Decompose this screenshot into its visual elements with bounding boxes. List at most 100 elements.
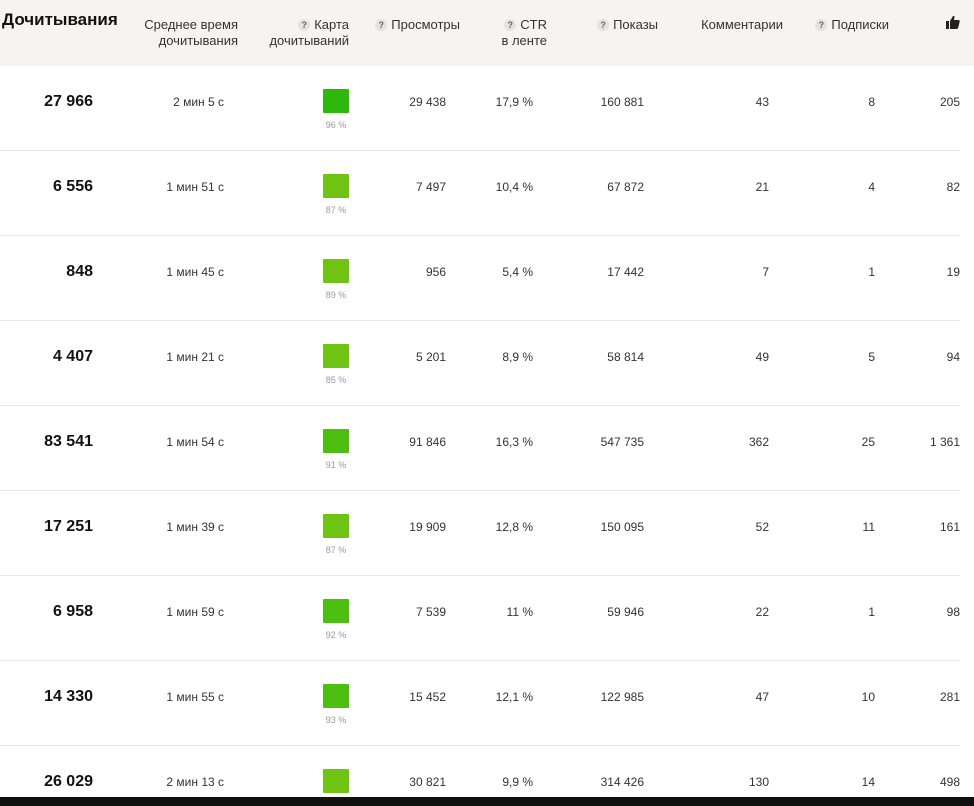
column-subscriptions[interactable]: ? Подписки bbox=[815, 17, 889, 33]
help-icon[interactable]: ? bbox=[298, 19, 311, 31]
ctr-value: 9,9 % bbox=[502, 775, 533, 789]
subscriptions-value: 1 bbox=[868, 605, 875, 619]
reads-value: 83 541 bbox=[44, 433, 93, 450]
reading-map-percent: 93 % bbox=[325, 715, 347, 725]
reading-map-square[interactable] bbox=[323, 259, 349, 283]
reading-map-square[interactable] bbox=[323, 599, 349, 623]
views-value: 29 438 bbox=[409, 95, 446, 109]
reading-map-percent: 92 % bbox=[325, 630, 347, 640]
table-row[interactable]: 848 1 мин 45 с 89 % 956 5,4 % 17 442 7 1… bbox=[0, 236, 960, 321]
reading-map-percent: 89 % bbox=[325, 290, 347, 300]
column-avg-time[interactable]: Среднее время дочитывания bbox=[144, 17, 238, 49]
ctr-value: 5,4 % bbox=[502, 265, 533, 279]
column-avg-time-line2: дочитывания bbox=[158, 33, 238, 48]
subscriptions-value: 8 bbox=[868, 95, 875, 109]
avg-time-value: 2 мин 5 с bbox=[173, 95, 224, 109]
comments-value: 21 bbox=[755, 180, 769, 194]
subscriptions-value: 11 bbox=[862, 520, 875, 534]
ctr-value: 17,9 % bbox=[495, 95, 533, 109]
help-icon[interactable]: ? bbox=[597, 19, 610, 31]
comments-value: 43 bbox=[755, 95, 769, 109]
reading-map-percent: 85 % bbox=[325, 375, 347, 385]
avg-time-value: 1 мин 39 с bbox=[166, 520, 224, 534]
impressions-value: 59 946 bbox=[607, 605, 644, 619]
reads-value: 4 407 bbox=[52, 348, 93, 365]
views-value: 7 497 bbox=[415, 180, 446, 194]
views-value: 91 846 bbox=[409, 435, 446, 449]
help-icon[interactable]: ? bbox=[504, 19, 517, 31]
likes-value: 205 bbox=[939, 95, 960, 109]
reads-value: 848 bbox=[66, 263, 93, 280]
impressions-value: 122 985 bbox=[600, 690, 644, 704]
table-row[interactable]: 27 966 2 мин 5 с 96 % 29 438 17,9 % 160 … bbox=[0, 66, 960, 151]
views-value: 956 bbox=[425, 265, 446, 279]
table-row[interactable]: 14 330 1 мин 55 с 93 % 15 452 12,1 % 122… bbox=[0, 661, 960, 746]
reading-map-square[interactable] bbox=[323, 769, 349, 793]
impressions-value: 150 095 bbox=[600, 520, 644, 534]
reading-map-square[interactable] bbox=[323, 344, 349, 368]
column-impressions[interactable]: ? Показы bbox=[597, 17, 658, 33]
column-impressions-label: Показы bbox=[613, 17, 658, 32]
likes-value: 498 bbox=[939, 775, 960, 789]
table-row[interactable]: 26 029 2 мин 13 с 30 821 9,9 % 314 426 1… bbox=[0, 746, 960, 797]
table-row[interactable]: 6 958 1 мин 59 с 92 % 7 539 11 % 59 946 … bbox=[0, 576, 960, 661]
reading-map-percent: 91 % bbox=[325, 460, 347, 470]
column-subscriptions-label: Подписки bbox=[831, 17, 889, 32]
table-row[interactable]: 17 251 1 мин 39 с 87 % 19 909 12,8 % 150… bbox=[0, 491, 960, 576]
reading-map-square[interactable] bbox=[323, 89, 349, 113]
comments-value: 47 bbox=[755, 690, 769, 704]
impressions-value: 160 881 bbox=[600, 95, 644, 109]
likes-value: 94 bbox=[946, 350, 960, 364]
subscriptions-value: 10 bbox=[861, 690, 875, 704]
column-comments[interactable]: Комментарии bbox=[701, 17, 783, 32]
reading-map-square[interactable] bbox=[323, 514, 349, 538]
subscriptions-value: 1 bbox=[868, 265, 875, 279]
views-value: 19 909 bbox=[409, 520, 446, 534]
views-value: 30 821 bbox=[409, 775, 446, 789]
likes-value: 98 bbox=[946, 605, 960, 619]
avg-time-value: 1 мин 54 с bbox=[166, 435, 224, 449]
likes-value: 82 bbox=[946, 180, 960, 194]
impressions-value: 547 735 bbox=[600, 435, 644, 449]
views-value: 7 539 bbox=[415, 605, 446, 619]
impressions-value: 67 872 bbox=[607, 180, 644, 194]
column-ctr[interactable]: ? CTR в ленте bbox=[501, 17, 547, 49]
impressions-value: 17 442 bbox=[607, 265, 644, 279]
avg-time-value: 2 мин 13 с bbox=[166, 775, 224, 789]
ctr-value: 16,3 % bbox=[495, 435, 533, 449]
column-views-label: Просмотры bbox=[391, 17, 460, 32]
column-views[interactable]: ? Просмотры bbox=[375, 17, 460, 33]
subscriptions-value: 25 bbox=[861, 435, 875, 449]
avg-time-value: 1 мин 21 с bbox=[166, 350, 224, 364]
reads-value: 6 958 bbox=[52, 603, 93, 620]
comments-value: 49 bbox=[755, 350, 769, 364]
reading-map-square[interactable] bbox=[323, 684, 349, 708]
avg-time-value: 1 мин 55 с bbox=[166, 690, 224, 704]
likes-value: 161 bbox=[939, 520, 960, 534]
column-reading-map[interactable]: ? Карта дочитываний bbox=[269, 17, 349, 49]
table-body: 27 966 2 мин 5 с 96 % 29 438 17,9 % 160 … bbox=[0, 66, 974, 797]
comments-value: 22 bbox=[755, 605, 769, 619]
impressions-value: 58 814 bbox=[607, 350, 644, 364]
subscriptions-value: 14 bbox=[861, 775, 875, 789]
bottom-edge-bar bbox=[0, 797, 974, 806]
ctr-value: 10,4 % bbox=[495, 180, 533, 194]
avg-time-value: 1 мин 59 с bbox=[166, 605, 224, 619]
column-reads[interactable]: Дочитывания bbox=[2, 10, 118, 29]
reading-map-square[interactable] bbox=[323, 174, 349, 198]
reading-map-square[interactable] bbox=[323, 429, 349, 453]
column-reading-map-line1: Карта bbox=[314, 17, 349, 32]
thumbs-up-icon[interactable] bbox=[946, 15, 960, 29]
help-icon[interactable]: ? bbox=[375, 19, 388, 31]
help-icon[interactable]: ? bbox=[815, 19, 828, 31]
table-row[interactable]: 83 541 1 мин 54 с 91 % 91 846 16,3 % 547… bbox=[0, 406, 960, 491]
table-header: Дочитывания Среднее время дочитывания ? К… bbox=[0, 0, 974, 66]
subscriptions-value: 5 bbox=[868, 350, 875, 364]
ctr-value: 8,9 % bbox=[502, 350, 533, 364]
comments-value: 52 bbox=[755, 520, 769, 534]
table-row[interactable]: 4 407 1 мин 21 с 85 % 5 201 8,9 % 58 814… bbox=[0, 321, 960, 406]
table-row[interactable]: 6 556 1 мин 51 с 87 % 7 497 10,4 % 67 87… bbox=[0, 151, 960, 236]
reading-map-percent: 87 % bbox=[325, 545, 347, 555]
comments-value: 130 bbox=[748, 775, 769, 789]
avg-time-value: 1 мин 45 с bbox=[166, 265, 224, 279]
